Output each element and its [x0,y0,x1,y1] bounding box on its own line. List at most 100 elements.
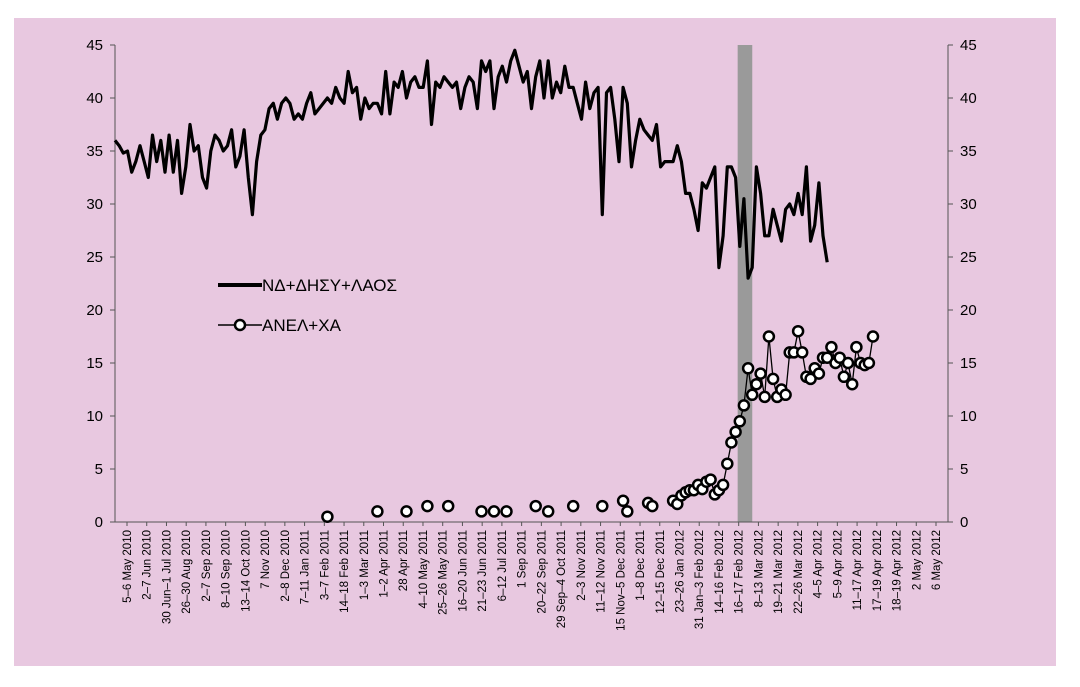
x-tick-label: 14–16 Feb 2012 [714,530,726,614]
series-point-anel-xa [733,415,747,428]
x-axis: 5–6 May 2010 2–7 Jun 2010 30 Jun–1 Jul 201… [115,521,948,631]
legend-label-series-1: ΝΔ+ΔΗΣΥ+ΛΑΟΣ [262,276,397,295]
x-tick-label: 11–17 Apr 2012 [852,530,864,610]
x-tick-label: 31 Jan–3 Feb 2012 [694,530,706,629]
right-tick-label: 20 [960,302,977,319]
right-tick-label: 45 [960,37,977,54]
left-tick-label: 15 [86,355,103,372]
x-tick-label: 6 May 2012 [931,530,943,590]
left-tick-label: 45 [86,37,103,54]
x-tick-label: 5–9 Apr 2012 [832,530,844,598]
series-point-anel-xa [758,390,771,404]
series-point-anel-xa [621,505,634,518]
series-point-anel-xa [500,505,513,518]
series-point-anel-xa [866,330,880,343]
series-point-anel-xa [741,362,755,375]
left-tick-label: 35 [86,143,103,160]
x-tick-label: 12–15 Dec 2011 [655,530,667,614]
series-line-nd-dhsy-laos [113,48,829,280]
series-point-anel-xa [837,370,851,384]
right-tick-label: 35 [960,143,977,160]
x-tick-label: 14–18 Feb 2011 [339,530,351,613]
x-tick-label: 13–14 Oct 2010 [240,530,252,612]
right-tick-label: 10 [960,408,977,425]
series-point-anel-xa [721,457,734,470]
x-tick-label: 25–26 May 2011 [438,530,450,615]
series-point-anel-xa [596,499,609,513]
series-point-anel-xa [421,499,434,513]
series-point-anel-xa [616,494,630,508]
series-point-anel-xa [812,367,826,380]
series-point-anel-xa [795,346,809,359]
series-point-anel-xa [762,330,776,343]
left-tick-label: 0 [95,514,103,531]
series-point-anel-xa [321,510,334,523]
left-y-axis: 0 5 10 15 20 25 30 35 40 45 [86,37,116,531]
series-point-anel-xa [371,505,384,518]
x-tick-label: 11–12 Nov 2011 [596,530,608,613]
series-point-anel-xa [779,388,792,402]
x-tick-label: 3–7 Feb 2011 [319,530,331,600]
series-point-anel-xa [566,499,580,513]
x-tick-label: 2–7 Sep 2010 [201,530,213,602]
x-tick-label: 1–2 Apr 2011 [379,530,391,598]
x-tick-label: 23–26 Jan 2012 [674,530,686,613]
series-point-anel-xa [791,324,805,338]
series-point-anel-xa [841,356,855,370]
x-tick-label: 2 May 2012 [911,530,923,590]
series-point-anel-xa [766,372,780,386]
x-tick-label: 2–8 Dec 2010 [280,530,292,602]
x-tick-label: 4–10 May 2011 [418,530,430,608]
x-tick-label: 4–5 Apr 2012 [813,530,825,598]
x-tick-label: 1–8 Dec 2011 [635,530,647,601]
right-tick-label: 40 [960,90,977,107]
x-tick-label: 8–10 Sep 2010 [221,530,233,608]
series-point-anel-xa [845,377,859,391]
plot-background [14,18,1056,666]
right-tick-label: 25 [960,249,977,266]
x-tick-label: 1 Sep 2011 [517,530,529,588]
legend-label-series-2: ΑΝΕΛ+ΧΑ [262,316,342,335]
series-point-anel-xa [850,340,863,354]
series-point-anel-xa [729,425,742,439]
x-tick-label: 18–19 Apr 2012 [892,530,904,611]
x-tick-label: 21–23 Jun 2011 [477,530,489,612]
series-point-anel-xa [825,340,838,354]
series-point-anel-xa [725,436,738,449]
x-tick-label: 28 Apr 2011 [398,530,410,591]
series-point-anel-xa [745,388,759,402]
shaded-band [737,45,753,522]
x-tick-label: 16–20 Jun 2011 [457,530,469,612]
right-tick-label: 30 [960,196,977,213]
series-point-anel-xa [750,377,763,391]
x-tick-label: 29 Sep–4 Oct 2011 [556,530,568,628]
series-point-anel-xa [716,478,730,492]
x-tick-label: 15 Nov–5 Dec 2011 [615,530,627,631]
right-y-axis: 0 5 10 15 20 25 30 35 40 45 [947,37,977,531]
series-point-anel-xa [487,505,501,518]
series-point-anel-xa [529,499,542,513]
legend-entry-series-1: ΝΔ+ΔΗΣΥ+ΛΑΟΣ [218,276,397,295]
left-tick-label: 20 [86,302,103,319]
left-tick-label: 30 [86,196,103,213]
series-point-anel-xa [862,356,876,370]
series-point-anel-xa [400,505,413,518]
series-group [113,48,880,523]
x-tick-label: 2–7 Jun 2010 [142,530,154,600]
left-tick-label: 10 [86,408,103,425]
x-tick-label: 7 Nov 2010 [260,530,272,589]
x-tick-label: 20–22 Sep 2011 [536,530,548,614]
x-tick-label: 30 Jun–1 Jul 2010 [161,530,173,624]
legend: ΝΔ+ΔΗΣΥ+ΛΑΟΣ ΑΝΕΛ+ΧΑ [218,276,397,335]
right-tick-label: 15 [960,355,977,372]
right-tick-label: 5 [960,461,968,478]
series-point-anel-xa [646,499,659,513]
left-tick-label: 5 [95,461,103,478]
x-tick-label: 7–11 Jan 2011 [300,530,312,604]
x-tick-label: 8–13 Mar 2012 [753,530,765,607]
series-point-anel-xa [754,367,767,380]
x-tick-label: 6–12 Jul 2011 [497,530,509,601]
left-tick-label: 40 [86,90,103,107]
